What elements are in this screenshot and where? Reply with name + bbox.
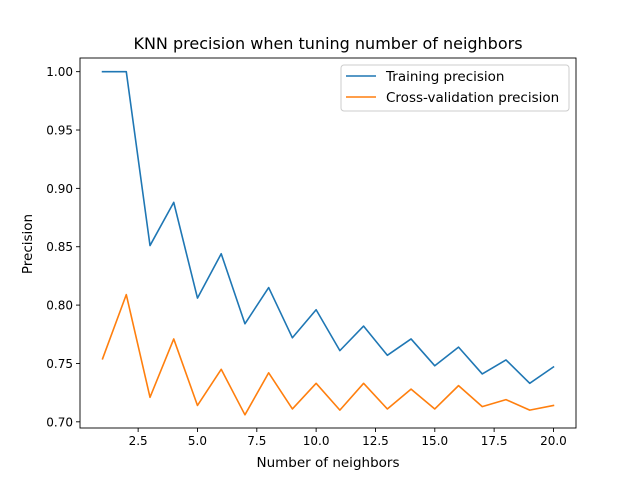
chart-title: KNN precision when tuning number of neig… [133, 34, 522, 53]
x-tick-label: 5.0 [188, 434, 207, 448]
x-tick-label: 7.5 [247, 434, 266, 448]
x-tick-label: 10.0 [303, 434, 330, 448]
legend-label-training: Training precision [385, 69, 504, 85]
y-axis-label: Precision [20, 214, 36, 274]
legend-frame [340, 64, 570, 112]
y-tick-label: 0.90 [46, 182, 73, 196]
x-axis: 2.5 5.0 7.5 10.0 12.5 15.0 17.5 20.0 [129, 428, 567, 448]
series-line-0 [101, 70, 555, 385]
y-tick-label: 0.70 [46, 415, 73, 429]
y-tick-label: 0.95 [46, 124, 73, 138]
x-tick-label: 17.5 [481, 434, 508, 448]
plot-area [79, 57, 577, 429]
y-tick-label: 0.75 [46, 357, 73, 371]
axes-frame [79, 57, 577, 429]
legend: Training precision Cross-validation prec… [340, 64, 570, 112]
y-axis: 0.70 0.75 0.80 0.85 0.90 0.95 1.00 [46, 65, 80, 429]
x-axis-label: Number of neighbors [257, 455, 400, 471]
series-line-1 [101, 293, 555, 416]
x-tick-label: 12.5 [362, 434, 389, 448]
legend-label-cross-validation: Cross-validation precision [386, 90, 559, 106]
x-tick-label: 15.0 [421, 434, 448, 448]
x-tick-label: 2.5 [129, 434, 148, 448]
x-tick-label: 20.0 [540, 434, 567, 448]
y-tick-label: 0.85 [46, 240, 73, 254]
y-tick-label: 1.00 [46, 65, 73, 79]
y-tick-label: 0.80 [46, 299, 73, 313]
